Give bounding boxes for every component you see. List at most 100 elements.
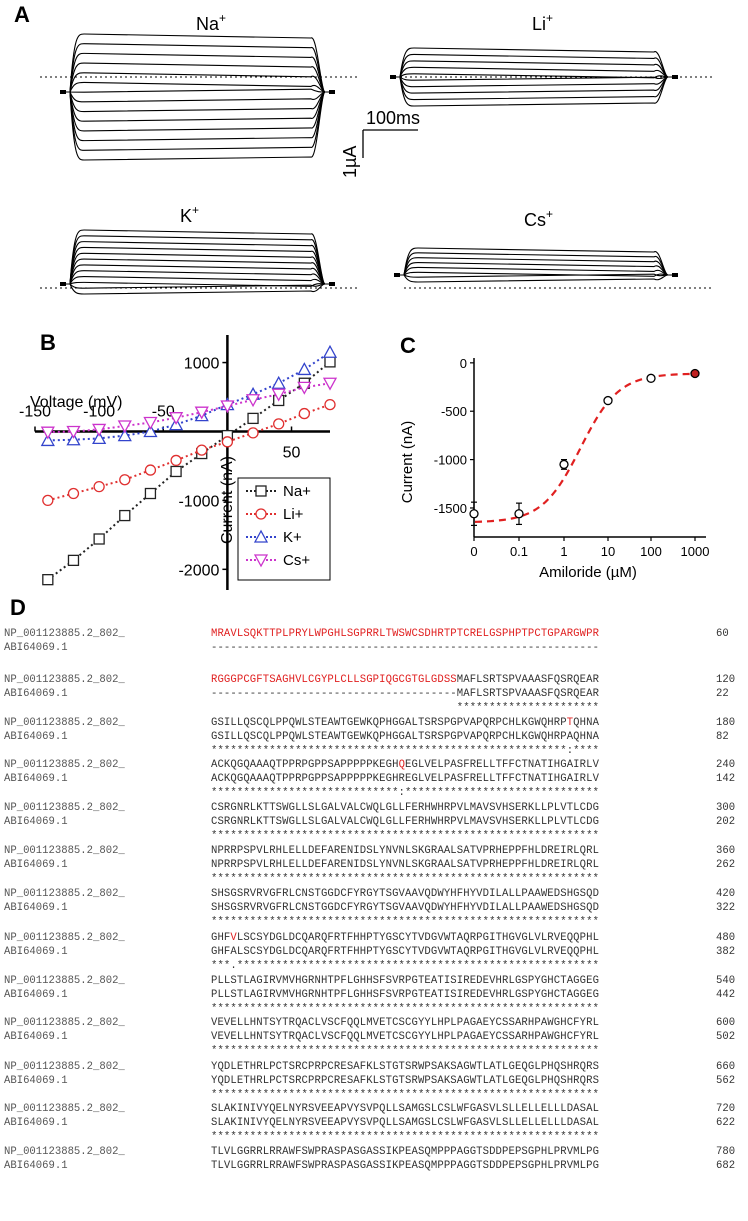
cs-trace-label: Cs+ — [524, 207, 553, 230]
residue-count: 720 — [716, 1103, 736, 1115]
residue-count: 780 — [716, 1146, 736, 1158]
li-trace — [392, 66, 676, 78]
residue-count: 202 — [716, 816, 736, 828]
sequence-residues: NPRRPSPVLRHLELLDEFARENIDSLYNVNLSKGRAALSA… — [211, 859, 600, 871]
iv-legend-label: K+ — [283, 529, 302, 546]
iv-point — [92, 431, 107, 445]
dose-y-tick-label: -500 — [441, 404, 467, 419]
cs-trace — [396, 273, 676, 278]
li-trace-label: Li+ — [532, 11, 553, 34]
dose-x-tick-label: 0 — [470, 544, 477, 559]
residue-count: 600 — [716, 1017, 736, 1029]
sequence-id: NP_001123885.2_802_ — [4, 932, 125, 944]
k-trace — [62, 283, 333, 289]
iv-y-tick-label: -2000 — [178, 562, 219, 579]
sequence-id: ABI64069.1 — [4, 816, 68, 828]
scale-bar: 100ms 1µA — [340, 108, 420, 178]
iv-point — [117, 428, 132, 442]
residue-count: 562 — [716, 1075, 736, 1087]
iv-point — [144, 487, 157, 500]
sequence-id: NP_001123885.2_802_ — [4, 717, 125, 729]
scale-time-label: 100ms — [366, 108, 420, 128]
iv-chart: -150 -100 -50 50 1000 -1000 -2000 Voltage (mV)… — [19, 335, 338, 590]
li-trace — [392, 76, 676, 81]
na-marker — [60, 90, 66, 94]
sequence-id: NP_001123885.2_802_ — [4, 975, 125, 987]
sequence-residues: GSILLQSCQLPPQWLSTEAWTGEWKQPHGGALTSRSPGPV… — [211, 731, 600, 743]
na-marker — [329, 90, 335, 94]
residue-count: 382 — [716, 946, 736, 958]
highlighted-residue: T — [566, 717, 574, 729]
dose-point — [469, 509, 479, 519]
iv-point — [40, 433, 55, 447]
iv-point — [93, 533, 105, 545]
residue-count: 442 — [716, 989, 736, 1001]
residue-count: 180 — [716, 717, 736, 729]
k-trace-label: K+ — [180, 203, 199, 226]
iv-xlabel: Voltage (mV) — [30, 394, 122, 411]
iv-point — [92, 423, 107, 437]
sequence-residues: SLAKINIVYQELNYRSVEEAPVYSVPQLLSAMGSLCSLWF… — [211, 1117, 600, 1129]
iv-y-tick-label: 1000 — [184, 356, 220, 373]
consensus-symbols: *****************************:**********… — [211, 787, 600, 799]
dose-x-tick-label: 0.1 — [510, 544, 528, 559]
iv-point — [119, 509, 131, 522]
sequence-id: ABI64069.1 — [4, 642, 68, 654]
iv-legend-label: Cs+ — [283, 552, 310, 569]
iv-x-tick-label: -50 — [152, 403, 175, 420]
highlighted-residue: MRAVLSQKTTPLPRYLWPGHLSGPRRLTWSWCSDHRTPTC… — [211, 628, 600, 640]
residue-count: 22 — [716, 688, 729, 700]
current-traces-panel: Na+ Li+ K+ Cs+ 100ms 1µA — [40, 11, 712, 295]
k-trace — [62, 275, 333, 285]
sequence-residues: CSRGNRLKTTSWGLLSLGALVALCWQLGLLFERHWHRPVL… — [211, 802, 600, 814]
sequence-id: ABI64069.1 — [4, 1031, 68, 1043]
residue-count: 120 — [716, 674, 736, 686]
iv-point — [40, 426, 55, 440]
na-trace — [62, 88, 333, 93]
sequence-residues: TLVLGGRRLRRAWFSWPRASPASGASSIKPEASQMPPPAG… — [211, 1160, 600, 1172]
residue-count: 682 — [716, 1160, 736, 1172]
cs-trace — [396, 271, 676, 277]
residue-count: 502 — [716, 1031, 736, 1043]
iv-point — [322, 377, 338, 391]
consensus-symbols: ***.************************************… — [211, 960, 600, 972]
iv-point — [271, 375, 286, 389]
iv-point — [221, 436, 234, 448]
iv-point — [196, 444, 208, 456]
li-trace — [392, 76, 676, 107]
iv-legend-box — [237, 477, 331, 581]
iv-point — [117, 420, 132, 434]
consensus-symbols: ****************************************… — [211, 830, 600, 842]
na-trace — [62, 72, 333, 93]
sequence-id: NP_001123885.2_802_ — [4, 1017, 125, 1029]
sequence-residues: VEVELLHNTSYTRQACLVSCFQQLMVETCSCGYYLHPLPA… — [211, 1017, 600, 1029]
sequence-residues: PLLSTLAGIRVMVHGRNHTPFLGHHSFSVRPGTEATISIR… — [211, 989, 600, 1001]
na-trace — [62, 91, 333, 122]
iv-point — [42, 494, 54, 507]
sequence-residues: GHFVLSCSYDGLDCQARQFRTFHHPTYGSCYTVDGVWTAQ… — [211, 932, 600, 944]
sequence-residues: --------------------------------------MA… — [211, 688, 600, 700]
consensus-symbols: ****************************************… — [211, 916, 600, 928]
dose-x-tick-label: 1 — [560, 544, 567, 559]
consensus-symbols: ****************************************… — [211, 1089, 600, 1101]
iv-series-line — [47, 351, 331, 442]
cs-marker — [394, 273, 400, 277]
residue-count: 82 — [716, 731, 729, 743]
residue-count: 480 — [716, 932, 736, 944]
sequence-id: ABI64069.1 — [4, 859, 68, 871]
cs-marker — [672, 273, 678, 277]
sequence-id: ABI64069.1 — [4, 1075, 68, 1087]
highlighted-residue: Q — [398, 759, 406, 771]
iv-point — [144, 464, 157, 476]
k-trace — [62, 270, 333, 285]
sequence-residues: SHSGSRVRVGFRLCNSTGGDCFYRGYTSGVAAVQDWYHFH… — [211, 888, 600, 900]
iv-y-tick-label: -1000 — [178, 493, 219, 510]
k-marker — [329, 282, 335, 286]
residue-count: 540 — [716, 975, 736, 987]
dose-y-tick-label: -1500 — [434, 501, 467, 516]
sequence-residues: ----------------------------------------… — [211, 642, 600, 654]
iv-point — [253, 554, 269, 568]
sequence-id: ABI64069.1 — [4, 1117, 68, 1129]
panel-label-c: C — [400, 333, 416, 358]
iv-point — [297, 381, 312, 395]
